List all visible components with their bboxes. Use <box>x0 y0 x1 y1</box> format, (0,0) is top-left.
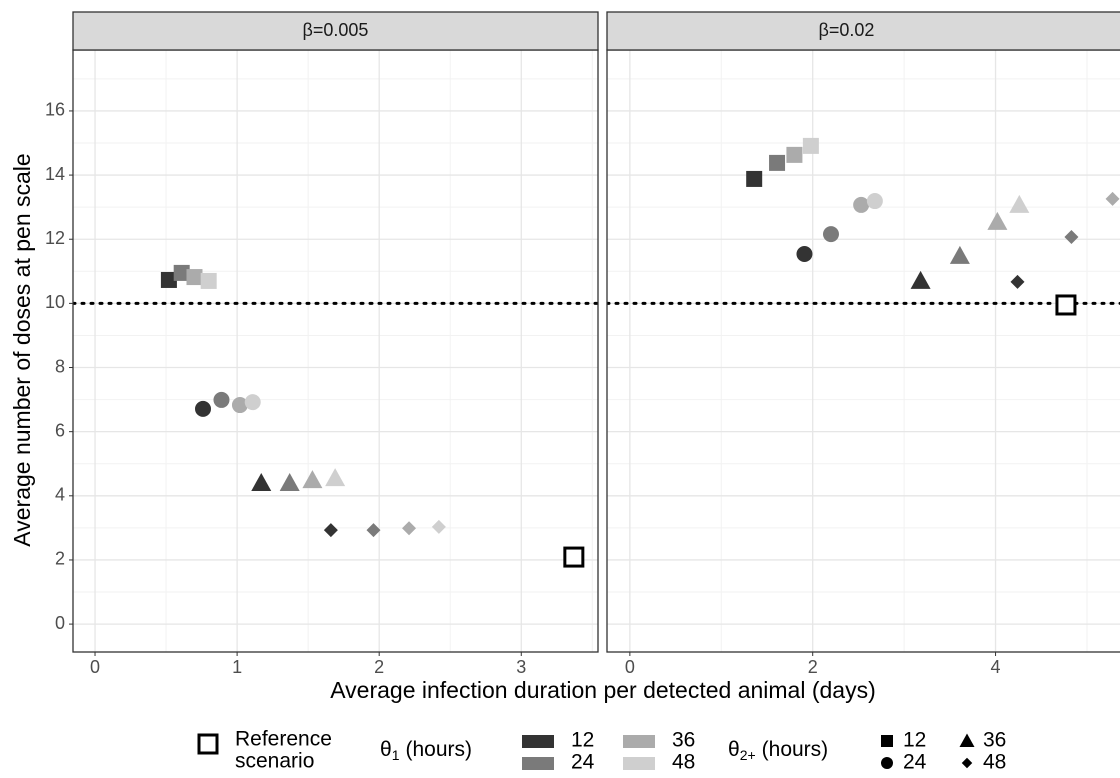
y-tick-label: 2 <box>55 549 65 569</box>
point <box>195 400 212 417</box>
legend-swatch <box>522 757 554 770</box>
legend-label: 24 <box>903 751 927 774</box>
strip <box>606 11 1120 51</box>
legend-label: scenario <box>235 750 314 773</box>
y-axis-title: Average number of doses at pen scale <box>9 153 35 546</box>
point <box>949 245 970 264</box>
legend-label: 12 <box>571 729 594 752</box>
reference-point <box>1055 294 1077 316</box>
legend-reference-key <box>197 733 219 755</box>
legend-label: Reference <box>235 728 332 751</box>
legend-swatch <box>623 757 655 770</box>
point <box>987 211 1008 230</box>
point <box>323 523 338 538</box>
point <box>366 523 381 538</box>
legend-title-symbol: θ <box>728 738 740 761</box>
legend-swatch <box>623 735 655 748</box>
legend-label: 24 <box>571 751 595 774</box>
point <box>1105 191 1120 206</box>
legend-label: 48 <box>672 751 695 774</box>
strip <box>72 11 599 51</box>
point <box>200 272 217 289</box>
point <box>786 146 803 163</box>
point <box>402 521 417 536</box>
point <box>769 154 786 171</box>
point <box>1010 274 1025 289</box>
point <box>822 226 839 243</box>
legend-label: 36 <box>672 729 695 752</box>
point <box>910 270 931 289</box>
point <box>173 264 190 281</box>
legend-label: 36 <box>983 729 1006 752</box>
point <box>160 271 177 288</box>
x-tick-label: 4 <box>991 657 1001 677</box>
panel <box>73 50 598 652</box>
y-tick-label: 6 <box>55 420 65 440</box>
legend-shape <box>881 735 893 747</box>
panel-background <box>73 50 598 652</box>
legend-swatch <box>522 735 554 748</box>
x-tick-label: 2 <box>374 657 384 677</box>
legend-title: θ1 (hours) <box>380 738 472 763</box>
legend-title-sub: 1 <box>392 747 400 763</box>
point <box>244 394 261 411</box>
y-tick-label: 0 <box>55 613 65 633</box>
y-tick-label: 8 <box>55 356 65 376</box>
y-tick-label: 16 <box>45 100 65 120</box>
x-tick-label: 0 <box>625 657 635 677</box>
point <box>186 269 203 286</box>
x-tick-label: 2 <box>808 657 818 677</box>
legend-label: 12 <box>903 729 926 752</box>
panel-background <box>607 50 1120 652</box>
x-tick-label: 3 <box>516 657 526 677</box>
legend-title-symbol: θ <box>380 738 392 761</box>
point <box>746 170 763 187</box>
legend-title-rest: (hours) <box>405 738 472 761</box>
point <box>231 397 248 414</box>
point <box>302 470 323 489</box>
point <box>1064 229 1079 244</box>
reference-point <box>563 546 585 568</box>
point <box>1009 194 1030 213</box>
point <box>325 468 346 487</box>
point <box>853 196 870 213</box>
panel <box>607 50 1120 652</box>
x-tick-label: 1 <box>232 657 242 677</box>
point <box>213 391 230 408</box>
strip-label: β=0.02 <box>819 20 875 40</box>
point <box>796 245 813 262</box>
point <box>866 193 883 210</box>
x-tick-label: 0 <box>90 657 100 677</box>
x-axis-title: Average infection duration per detected … <box>330 677 876 703</box>
point <box>431 519 446 534</box>
legend-shape <box>881 757 893 769</box>
legend-title-sub: 2+ <box>740 747 756 763</box>
legend-title-rest: (hours) <box>762 738 829 761</box>
legend-shape <box>959 733 975 747</box>
point <box>279 472 300 491</box>
legend-label: 48 <box>983 751 1006 774</box>
legend-title: θ2+ (hours) <box>728 738 828 763</box>
y-tick-label: 14 <box>45 164 65 184</box>
y-tick-label: 4 <box>55 485 65 505</box>
legend-shape <box>961 757 973 769</box>
strip-label: β=0.005 <box>303 20 369 40</box>
y-tick-label: 12 <box>45 228 65 248</box>
point <box>251 472 272 491</box>
point <box>802 137 819 154</box>
y-tick-label: 10 <box>45 292 65 312</box>
